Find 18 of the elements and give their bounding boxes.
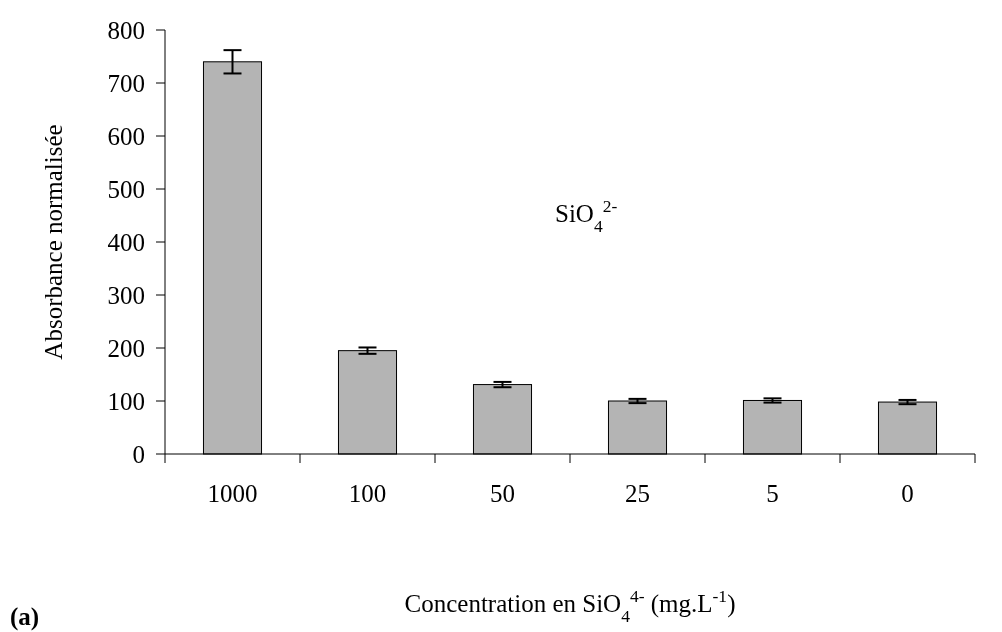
y-tick-label: 500 xyxy=(107,175,145,203)
y-tick-label: 800 xyxy=(107,16,145,44)
y-tick-label: 700 xyxy=(107,69,145,97)
x-tick-label: 25 xyxy=(625,480,650,507)
y-tick-label: 0 xyxy=(132,440,145,468)
text: (a) xyxy=(10,603,40,631)
y-tick-label: 100 xyxy=(107,387,145,415)
y-tick-label: 200 xyxy=(107,334,145,362)
y-tick-label: 600 xyxy=(107,122,145,150)
x-tick-label: 100 xyxy=(348,480,387,507)
x-tick-label: 50 xyxy=(490,480,515,507)
x-tick-label: 1000 xyxy=(207,480,258,507)
x-tick-label: 5 xyxy=(766,480,779,507)
y-tick-label: 400 xyxy=(107,228,145,256)
y-tick-label: 300 xyxy=(107,281,145,309)
y-axis-title: Absorbance normalisée xyxy=(40,124,67,360)
x-axis-title: Concentration en SiO$_{4}$$^{4-}$ (mg.L$^{-1}$) xyxy=(404,586,736,626)
x-tick-label: 0 xyxy=(901,480,914,507)
